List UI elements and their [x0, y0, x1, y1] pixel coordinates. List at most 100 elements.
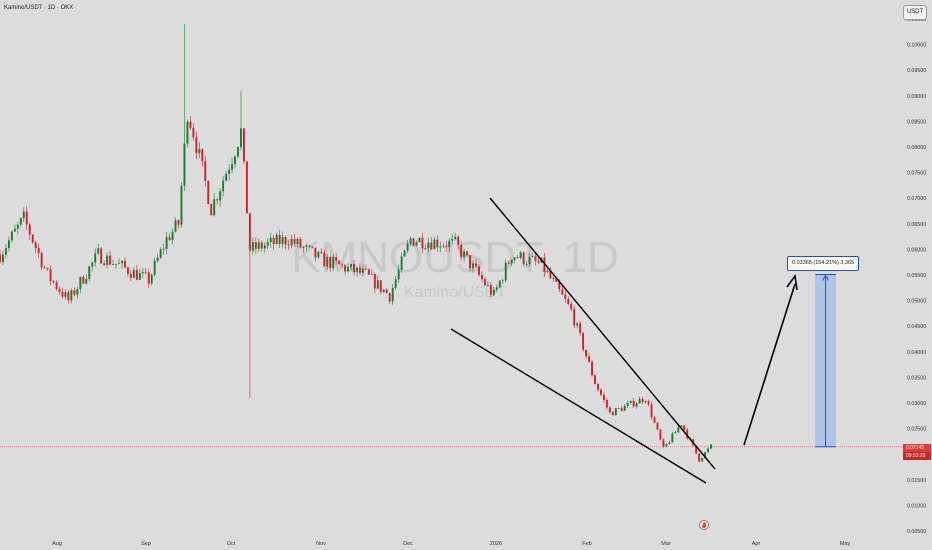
candle	[55, 280, 58, 291]
candle	[177, 219, 180, 229]
candle	[644, 400, 647, 404]
candle	[198, 142, 201, 159]
candle	[451, 234, 454, 246]
measure-arrowhead	[822, 274, 829, 281]
candle	[109, 250, 112, 266]
price-axis-label: 0.01000	[907, 503, 926, 509]
candle	[415, 240, 418, 247]
candle	[25, 205, 28, 230]
candle	[686, 427, 689, 440]
time-axis-label: Dec	[403, 541, 413, 547]
candle	[180, 182, 183, 228]
candle	[257, 238, 260, 252]
candle	[433, 237, 436, 250]
fire-icon[interactable]	[699, 520, 709, 530]
candle	[49, 265, 52, 286]
candle	[240, 90, 242, 151]
candle	[362, 264, 364, 277]
candle	[403, 249, 406, 257]
candle	[251, 237, 254, 255]
time-axis-label: Mar	[661, 541, 671, 547]
wedge-upper-trendline[interactable]	[489, 197, 716, 470]
candle	[192, 122, 195, 141]
candle	[647, 399, 650, 407]
candle	[671, 432, 674, 443]
candle	[216, 197, 219, 205]
candle	[522, 251, 525, 267]
candle	[656, 422, 659, 431]
wedge-lower-trendline[interactable]	[450, 328, 707, 484]
candle	[228, 164, 231, 181]
candle	[498, 280, 501, 289]
candle	[588, 353, 590, 363]
candle	[97, 244, 100, 255]
candle	[344, 263, 347, 275]
candle	[546, 268, 549, 274]
price-axis-label: 0.00500	[907, 529, 926, 535]
candle	[463, 248, 466, 262]
candle	[88, 265, 91, 282]
candle	[174, 217, 177, 233]
candle	[486, 281, 489, 287]
candle	[46, 267, 49, 272]
candle	[231, 157, 233, 174]
candle	[156, 253, 159, 263]
candle	[674, 431, 677, 434]
symbol-title[interactable]: Kamino/USDT · 1D · OKX	[4, 5, 74, 11]
candle	[204, 156, 207, 188]
candle	[525, 260, 528, 268]
candle	[602, 392, 605, 403]
candle	[135, 265, 138, 281]
price-axis-label: 0.03000	[907, 401, 926, 407]
price-axis-label: 0.07500	[907, 171, 926, 177]
projection-arrow-line[interactable]	[743, 283, 796, 446]
candle	[115, 263, 117, 269]
candle	[287, 239, 290, 250]
candle	[638, 396, 641, 404]
time-axis-label: Apr	[752, 541, 761, 547]
candle	[617, 407, 620, 409]
candle	[457, 235, 460, 250]
candle	[153, 257, 156, 277]
watermark-name: Kamino/USDT	[404, 284, 506, 301]
time-axis-label: Nov	[316, 541, 326, 547]
currency-button[interactable]: USDT	[903, 5, 927, 20]
candle	[359, 263, 361, 276]
candle	[22, 207, 25, 222]
candle	[82, 274, 85, 285]
candle	[382, 288, 385, 294]
candle	[406, 240, 409, 254]
candle	[248, 212, 251, 398]
candle	[91, 261, 94, 272]
candle	[439, 241, 442, 252]
price-axis-label: 0.04500	[907, 324, 926, 330]
candle	[269, 233, 272, 248]
candle	[118, 258, 120, 265]
candle	[635, 402, 638, 409]
candle	[400, 252, 403, 273]
candle	[219, 188, 222, 207]
candle	[201, 148, 204, 167]
candle	[121, 260, 123, 269]
candle	[394, 275, 397, 290]
candle	[543, 252, 546, 277]
candle	[28, 222, 31, 240]
candle	[373, 272, 376, 294]
candle	[573, 305, 576, 329]
candle	[94, 248, 97, 268]
candle	[210, 203, 213, 216]
candle	[189, 116, 192, 131]
candle	[16, 221, 19, 235]
candle	[7, 236, 10, 252]
candle	[379, 280, 382, 295]
candle	[132, 267, 135, 278]
candle	[323, 249, 326, 267]
candle	[534, 252, 537, 266]
candle	[531, 252, 534, 258]
candle	[150, 273, 153, 286]
candle	[528, 252, 531, 267]
candle	[213, 193, 216, 217]
candle	[489, 281, 492, 298]
